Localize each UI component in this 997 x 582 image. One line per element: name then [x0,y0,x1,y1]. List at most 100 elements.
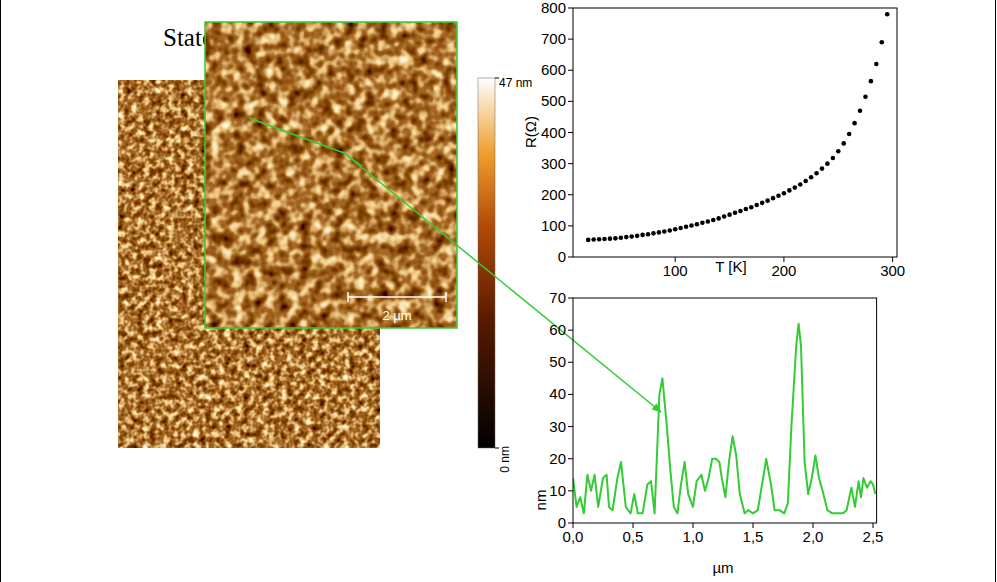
data-point [586,238,591,243]
data-point [667,228,672,233]
inset-border [205,22,457,328]
data-point [754,203,759,208]
data-point [629,234,634,239]
y-tick [568,362,573,363]
y-tick-label: 300 [541,155,566,172]
data-point [640,233,645,238]
data-point [771,196,776,201]
y-tick [568,458,573,459]
data-point [711,218,716,223]
data-point [792,185,797,190]
data-point [635,234,640,239]
x-tick-label: 2,0 [803,528,824,545]
scale-bar: 2 µm [348,292,446,323]
slide-frame [0,0,1,582]
data-point [695,222,700,227]
y-tick [568,394,573,395]
data-point [738,209,743,214]
y-tick-label: 500 [541,92,566,109]
y-tick [568,523,573,524]
data-point [760,201,765,206]
y-tick [568,298,573,299]
data-point [662,229,667,234]
profile-line [573,324,875,514]
y-tick [568,490,573,491]
data-point [863,94,868,99]
x-tick-label: 1,0 [683,528,704,545]
y-tick-label: 800 [541,0,566,16]
y-tick-label: 100 [541,217,566,234]
y-tick [568,257,573,258]
x-axis-title: µm [712,559,733,576]
data-point [776,193,781,198]
data-point [733,211,738,216]
plot-frame [573,8,897,257]
plot-frame [573,298,877,523]
y-tick-label: 0 [558,514,566,531]
y-tick [568,132,573,133]
scale-bar-label: 2 µm [382,308,411,323]
data-point [706,219,711,224]
data-point [591,237,596,242]
y-tick [568,330,573,331]
data-point [879,40,884,45]
y-tick [568,8,573,9]
slide-frame [995,0,996,582]
y-tick-label: 70 [549,289,566,306]
data-point [651,231,656,236]
x-tick-label: 2,5 [863,528,884,545]
data-point [673,227,678,232]
data-point [836,149,841,154]
y-axis-title: R(Ω) [522,116,539,148]
y-tick [568,39,573,40]
plot-area [573,324,875,514]
data-point [722,214,727,219]
data-point [858,108,863,113]
data-point [689,223,694,228]
data-point [678,226,683,231]
colorbar-label: 0 nm [498,446,512,473]
data-point [684,225,689,230]
y-tick [568,426,573,427]
data-point [798,182,803,187]
y-tick [568,101,573,102]
data-point [841,141,846,146]
data-point [619,235,624,240]
slide: State of art2 µm47 nm0 nm100200300010020… [0,0,997,582]
data-point [744,207,749,212]
afm-inset [205,22,457,328]
data-point [765,198,770,203]
chart: 1002003000100200300400500600700800T [K]R… [522,0,905,279]
data-point [820,166,825,171]
data-point [657,230,662,235]
data-point [700,220,705,225]
scale-bar-end [347,292,349,302]
data-point [787,188,792,193]
data-point [809,175,814,180]
plot-area [586,12,890,242]
x-tick-label: 200 [771,262,796,279]
x-tick-label: 100 [663,262,688,279]
y-tick [568,194,573,195]
y-tick-label: 600 [541,61,566,78]
data-point [608,236,613,241]
data-point [814,171,819,176]
data-point [869,79,874,84]
y-axis-title: nm [532,490,549,511]
y-tick-label: 40 [549,385,566,402]
data-point [749,205,754,210]
y-tick-label: 0 [558,248,566,265]
y-tick-label: 200 [541,186,566,203]
data-point [803,179,808,184]
data-point [597,237,602,242]
data-point [831,156,836,161]
data-point [825,161,830,166]
y-tick-label: 10 [549,482,566,499]
y-tick-label: 50 [549,353,566,370]
data-point [874,62,879,67]
data-point [613,236,618,241]
x-tick-label: 300 [880,262,905,279]
colorbar-label: 47 nm [499,76,532,90]
colorbar [478,78,495,448]
y-tick [568,225,573,226]
